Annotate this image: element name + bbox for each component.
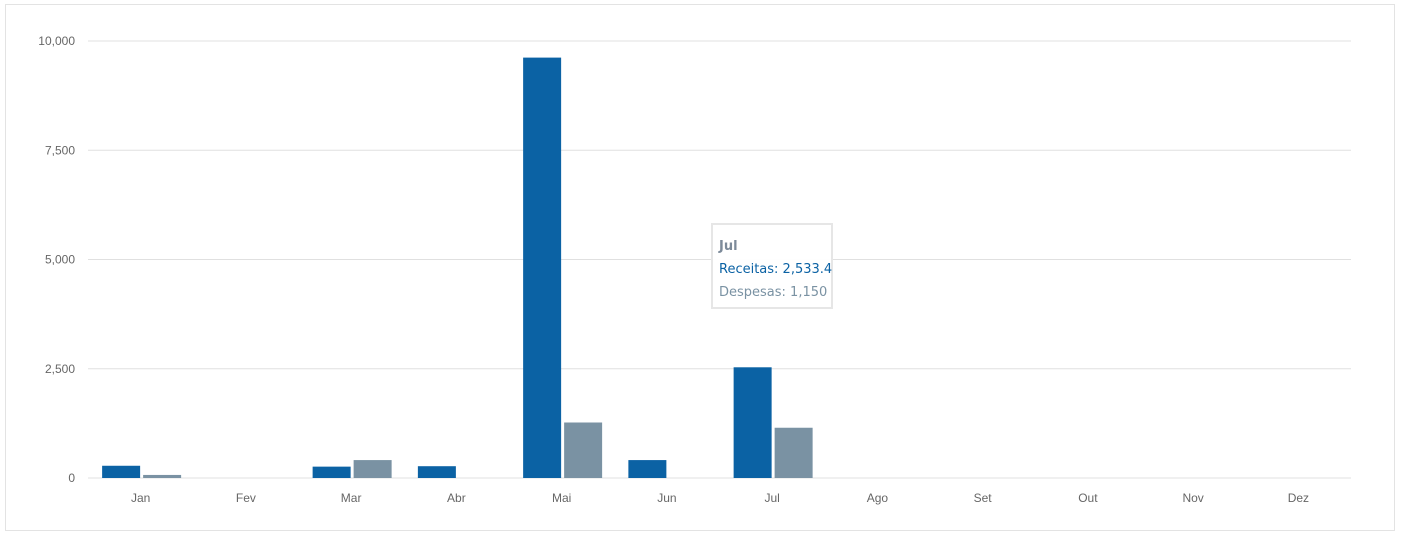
x-tick-label: Jun [657,491,676,505]
y-tick-label: 5,000 [45,253,75,267]
x-tick-label: Ago [867,491,889,505]
grid-lines [88,40,1351,479]
hover-tooltip: Jul Receitas: 2,533.4 Despesas: 1,150 [711,223,833,309]
bar-despesas-jul[interactable] [774,427,813,478]
x-tick-label: Out [1078,491,1098,505]
bar-receitas-jun[interactable] [628,460,667,478]
tooltip-title: Jul [719,239,738,254]
x-tick-label: Nov [1182,491,1203,505]
tooltip-receitas: Receitas: 2,533.4 [719,262,833,277]
x-tick-label: Jan [131,491,150,505]
y-tick-label: 10,000 [38,34,75,48]
bar-receitas-mar[interactable] [312,466,351,478]
bar-receitas-jul[interactable] [733,367,772,478]
bar-despesas-jan[interactable] [143,474,182,478]
x-tick-label: Dez [1288,491,1309,505]
bar-despesas-mai[interactable] [564,422,603,478]
bar-despesas-mar[interactable] [353,460,392,478]
x-tick-label: Mar [341,491,362,505]
bar-receitas-jan[interactable] [102,465,141,478]
bars [102,57,813,479]
y-axis-labels: 0 2,500 5,000 7,500 10,000 [38,34,75,485]
x-tick-label: Fev [236,491,256,505]
bar-receitas-abr[interactable] [417,466,456,478]
chart-container [5,4,1395,531]
y-tick-label: 0 [68,471,75,485]
tooltip-despesas: Despesas: 1,150 [719,285,828,300]
x-tick-label: Jul [764,491,779,505]
y-tick-label: 2,500 [45,362,75,376]
y-tick-label: 7,500 [45,143,75,157]
x-tick-label: Set [974,491,993,505]
bar-receitas-mai[interactable] [523,57,562,479]
x-tick-label: Abr [447,491,466,505]
x-tick-label: Mai [552,491,571,505]
x-axis-labels: Jan Fev Mar Abr Mai Jun Jul Ago Set Out Nov Dez [131,491,1309,505]
